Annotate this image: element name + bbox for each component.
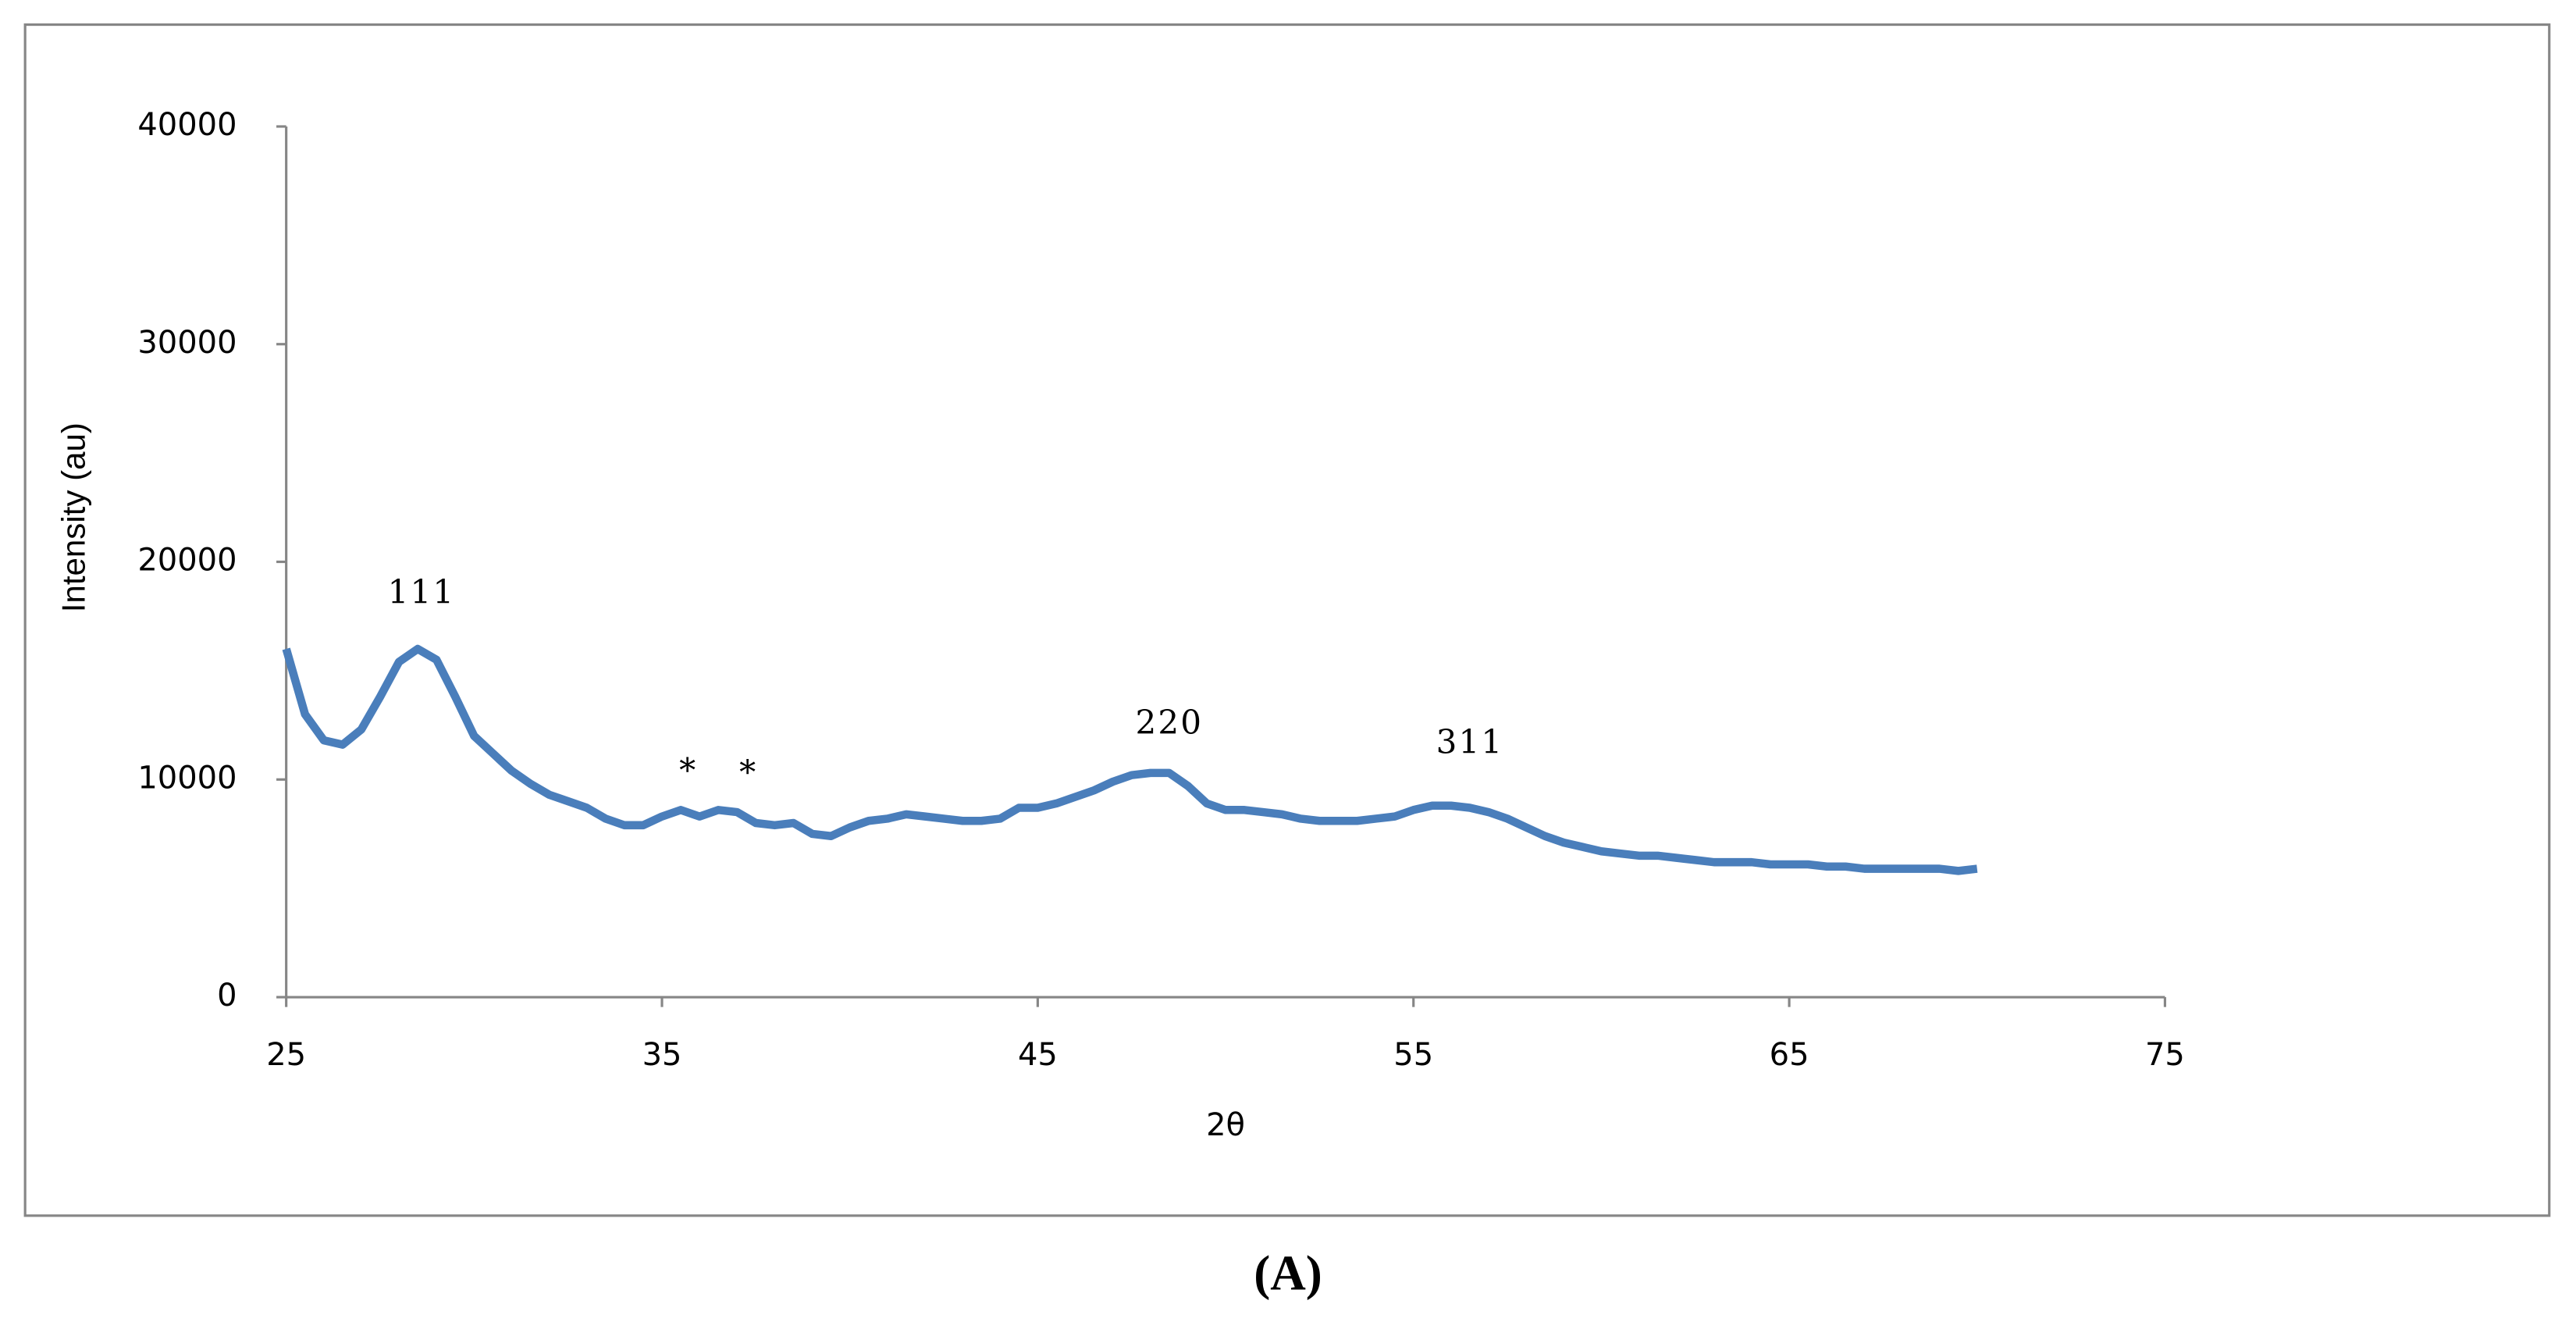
y-axis-label: Intensity (au) [55, 422, 91, 612]
annotation: 311 [1436, 723, 1504, 761]
x-tick-label: 45 [1018, 1037, 1058, 1073]
annotation: 111 [388, 572, 456, 611]
annotation: 220 [1136, 704, 1204, 742]
x-tick-label: 25 [266, 1037, 306, 1073]
y-tick-label: 20000 [137, 543, 237, 579]
data-line [282, 644, 1978, 875]
y-tick-label: 0 [217, 978, 237, 1014]
annotation: * [679, 751, 697, 789]
annotation: * [739, 754, 757, 792]
x-tick-label: 65 [1770, 1037, 1809, 1073]
y-tick-label: 30000 [137, 325, 237, 361]
chart-border [23, 23, 2551, 1217]
x-axis-label: 2θ [1206, 1107, 1245, 1143]
caption: (A) [1254, 1245, 1322, 1300]
x-tick-label: 75 [2145, 1037, 2185, 1073]
y-tick-label: 40000 [137, 107, 237, 143]
x-tick-label: 55 [1393, 1037, 1433, 1073]
y-tick-label: 10000 [137, 760, 237, 796]
x-tick-label: 35 [642, 1037, 682, 1073]
